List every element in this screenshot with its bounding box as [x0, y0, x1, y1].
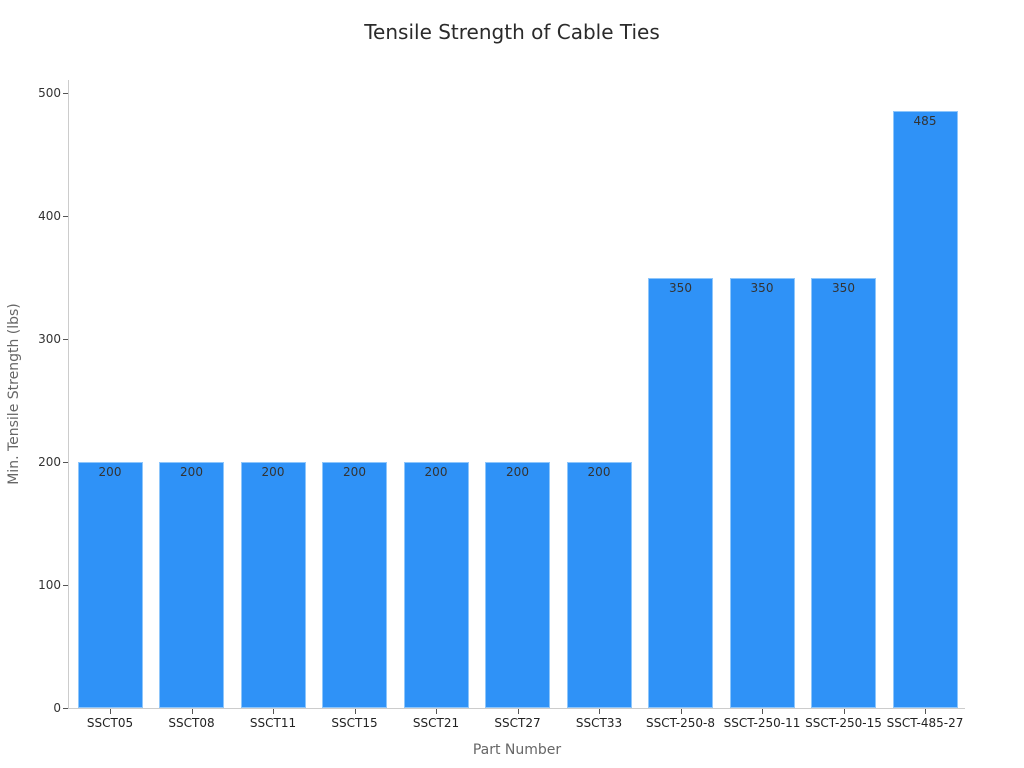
- bar-ssct-250-8: [648, 277, 713, 708]
- bar-ssct11: [240, 462, 306, 708]
- x-tick-label: SSCT27: [494, 716, 541, 730]
- y-axis-line: [68, 80, 69, 709]
- bar-ssct08: [159, 462, 224, 708]
- bar-ssct27: [485, 462, 550, 708]
- y-tick-mark: [63, 93, 68, 94]
- bar-value-label: 350: [669, 280, 692, 295]
- y-tick-mark: [63, 708, 68, 709]
- y-tick-mark: [63, 339, 68, 340]
- x-tick-mark: [517, 709, 519, 714]
- chart-title: Tensile Strength of Cable Ties: [364, 20, 660, 44]
- bar-ssct15: [322, 462, 387, 708]
- x-tick-mark: [599, 709, 600, 714]
- y-tick-mark: [63, 216, 68, 217]
- bar-ssct-485-27: [892, 111, 958, 708]
- x-tick-mark: [110, 709, 111, 714]
- x-tick-label: SSCT05: [86, 716, 134, 730]
- x-tick-mark: [762, 709, 763, 714]
- x-tick-label: SSCT-250-11: [723, 716, 801, 730]
- x-tick-label: SSCT15: [331, 716, 378, 730]
- x-axis-label: Part Number: [472, 742, 562, 758]
- bar-ssct-250-15: [811, 277, 876, 708]
- bar-value-label: 200: [506, 465, 529, 479]
- x-tick-mark: [273, 709, 274, 714]
- bar-value-label: 200: [180, 465, 203, 479]
- bar-ssct21: [403, 462, 469, 708]
- x-tick-label: SSCT-250-8: [645, 716, 716, 730]
- bar-value-label: 200: [343, 465, 366, 479]
- bar-value-label: 200: [424, 465, 448, 479]
- x-tick-label: SSCT-250-15: [805, 716, 882, 730]
- bar-ssct33: [566, 462, 632, 708]
- bar-ssct-250-11: [729, 277, 795, 708]
- x-tick-label: SSCT08: [168, 716, 215, 730]
- x-tick-mark: [191, 709, 193, 714]
- x-tick-mark: [843, 709, 845, 714]
- y-tick-label: 100: [38, 578, 61, 592]
- x-tick-label: SSCT-485-27: [886, 716, 964, 730]
- x-tick-label: SSCT33: [575, 716, 623, 730]
- y-tick-mark: [63, 462, 68, 463]
- bar-value-label: 200: [261, 465, 285, 479]
- y-tick-label: 500: [38, 86, 61, 100]
- bar-ssct05: [77, 462, 143, 708]
- x-axis-line: [68, 708, 965, 709]
- x-tick-mark: [680, 709, 682, 714]
- x-tick-mark: [925, 709, 926, 714]
- x-tick-label: SSCT21: [412, 716, 460, 730]
- y-tick-label: 200: [38, 455, 61, 469]
- y-tick-label: 0: [53, 701, 61, 715]
- bar-value-label: 200: [587, 465, 611, 479]
- y-tick-mark: [63, 585, 68, 586]
- bar-value-label: 350: [832, 280, 855, 295]
- x-tick-mark: [354, 709, 356, 714]
- x-tick-label: SSCT11: [249, 716, 297, 730]
- y-tick-label: 300: [38, 332, 61, 346]
- bar-value-label: 200: [98, 465, 122, 479]
- bar-value-label: 485: [913, 114, 937, 129]
- bar-value-label: 350: [750, 280, 774, 295]
- y-axis-label: Min. Tensile Strength (lbs): [6, 303, 22, 485]
- x-tick-mark: [436, 709, 437, 714]
- y-tick-label: 400: [38, 209, 61, 223]
